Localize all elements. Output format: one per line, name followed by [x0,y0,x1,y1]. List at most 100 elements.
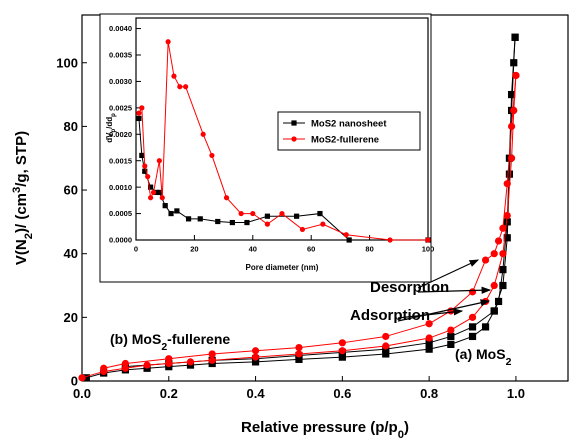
annotation: Adsorption [350,307,430,324]
point [143,361,151,369]
point [223,195,230,201]
point [499,250,507,258]
label-part: 0 [398,429,404,441]
point [338,347,346,355]
point [186,358,195,366]
point [503,218,511,226]
point [499,266,507,274]
point [338,353,346,361]
y-tick-label: 80 [64,119,78,134]
point [317,210,323,217]
point [156,158,162,164]
point [320,221,326,227]
point [425,334,433,342]
point [494,237,503,245]
y-tick-label: 0.0005 [109,209,132,218]
arrow [417,286,492,294]
label-part: (b) MoS [110,331,161,347]
y-tick-label: 0.0040 [109,24,132,33]
label-part: Adsorption [350,307,430,324]
y-tick-label: 0.0020 [109,130,132,139]
y-tick-label: 0 [71,374,78,389]
y-tick-label: 0.0030 [109,77,132,86]
y-tick-label: 0.0025 [109,103,132,112]
point [156,189,162,196]
y-tick-label: 0.0035 [109,51,132,60]
label-part: Relative pressure (p/p [241,419,398,436]
point [468,288,477,296]
x-tick-label: 0.8 [420,386,438,401]
point [136,110,142,116]
label-part: /g, STP) [13,131,30,187]
point [511,33,519,41]
inset-plot: 0 20 40 60 80 100 0.0000 0.0005 0.0010 0.0015 0.00… [105,17,435,272]
point [168,210,174,217]
point [200,131,206,137]
point [159,195,165,201]
point [387,237,393,243]
point [494,297,503,306]
point [136,115,142,122]
point [382,350,390,358]
point [209,152,215,159]
point [78,374,86,382]
arrow [397,299,491,322]
plot-frame [135,17,429,241]
point [145,173,151,180]
point [174,208,180,214]
point [338,339,346,347]
annotation: (b) MoS2-fullerene [110,331,230,353]
point [208,350,216,358]
point [481,323,490,331]
point [468,313,477,321]
y-tick-label: 0.0000 [109,236,132,245]
label-part: Pore diameter (nm) [246,263,319,272]
point [264,221,270,227]
point [139,152,145,159]
x-tick-label: 0.4 [247,386,266,401]
x-axis-label: Relative pressure (p/p0) [241,419,409,441]
point [295,355,303,363]
x-tick-label: 100 [422,245,435,254]
point [468,323,477,331]
point [447,340,455,348]
point [447,332,455,341]
label-part: -fullerene [167,331,230,347]
point [150,189,157,196]
point [165,355,173,363]
point [481,256,490,264]
x-tick-label: 0.2 [160,386,178,401]
point [148,195,154,201]
y-tick-label: 60 [64,183,78,198]
point [162,203,168,209]
point [208,356,216,364]
point [121,359,129,368]
x-tick-label: 40 [249,245,257,254]
point [503,180,511,188]
label-part: /dd [105,117,114,129]
point [148,184,154,190]
point [229,219,235,226]
point [490,281,498,290]
series-line [138,41,428,241]
point [251,347,260,355]
legend-box [277,111,421,151]
y-tick-label: 20 [64,310,78,325]
point [215,218,221,225]
point [346,237,352,243]
x-tick-label: 80 [365,245,373,254]
label-part: ) [404,419,409,436]
point [382,342,390,350]
point [197,216,203,222]
annotation: (a) MoS2 [455,346,512,368]
label-part: p [111,129,117,133]
point [499,224,507,232]
arrow [417,259,480,289]
label-part: V(N [13,239,30,265]
point [295,350,303,358]
point [185,216,192,222]
x-axis-label: Pore diameter (nm) [246,263,319,272]
series-line [103,75,517,369]
x-tick-label: 1.0 [507,386,525,401]
point [490,307,498,315]
